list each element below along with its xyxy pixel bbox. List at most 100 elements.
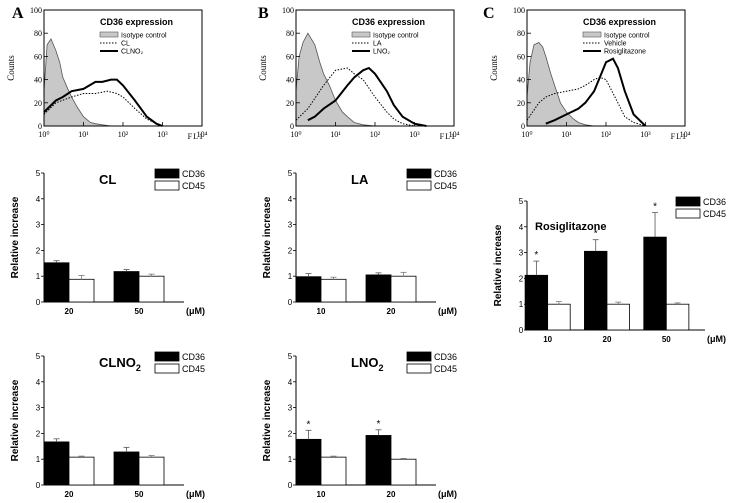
bar-cd36-20 [43,262,70,303]
bar-cd36-10 [295,276,322,303]
significance-star: * [534,250,538,261]
bar-ytick-label: 4 [288,378,293,387]
legend-swatch-cd45 [154,363,180,374]
legend-label: CLNO₂ [121,49,143,56]
bar-cd45-20 [390,458,417,486]
bar-cd45-20 [68,456,95,486]
bar-ytick-label: 5 [288,352,293,361]
bar-ytick-label: 2 [288,246,293,255]
hist-title: CD36 expression [100,17,173,27]
hist-ytick-label: 40 [34,76,42,85]
legend-swatch-cd36 [154,351,180,362]
hist-ytick-label: 0 [38,122,42,131]
panel-label-C: C [483,5,495,22]
bar-cd45-10 [320,456,347,486]
legend-label-cd45: CD45 [703,209,726,219]
bar-cd45-20 [606,303,630,331]
bar-cd36-10 [295,438,322,486]
legend-swatch-cd45 [675,208,701,219]
bar-ytick-label: 5 [36,352,41,361]
legend-swatch-cd36 [154,168,180,179]
hist-xtick-label: 10⁴ [680,130,691,139]
hist-series-line-1 [295,67,415,127]
bar-ytick-label: 0 [36,481,41,490]
hist-xlabel: FL1 [188,132,204,141]
legend-swatch-cd36 [406,351,432,362]
hist-xtick-label: 10⁰ [38,130,49,139]
bar-ytick-label: 0 [519,326,524,335]
legend-swatch-isotype [351,31,371,38]
hist-ytick-label: 20 [517,99,525,108]
bar-ytick-label: 0 [36,298,41,307]
hist-ytick-label: 100 [30,6,42,15]
bar-ytick-label: 3 [36,221,41,230]
hist-ytick-label: 40 [517,76,525,85]
hist-xtick-label: 10¹ [561,130,572,139]
bar-title: LNO2 [351,355,383,373]
hist-ylabel: Counts [6,55,16,81]
bar-title-main: LNO [351,355,378,370]
legend-label: CL [121,41,130,48]
bar-title: LA [351,172,369,187]
bar-ylabel: Relative increase [493,224,504,306]
bar-title-sub: 2 [136,363,141,373]
bar-ylabel: Relative increase [262,379,273,461]
bar-title-main: LA [351,172,369,187]
bar-title-main: CLNO [99,355,136,370]
hist-xtick-label: 10³ [409,130,420,139]
histogram-panel-A: 0 20 40 60 80 100 10⁰ 10¹ 10² 10³ 10⁴ Counts FL1 CD36… [6,6,208,141]
bar-cd36-20 [365,435,392,486]
hist-ylabel: Counts [489,55,499,81]
significance-star: * [653,202,657,213]
bar-ytick-label: 2 [519,274,524,283]
bar-ytick-label: 4 [36,378,41,387]
hist-title: CD36 expression [583,17,656,27]
legend-label-cd36: CD36 [703,197,726,207]
hist-xtick-label: 10⁴ [449,130,460,139]
hist-xtick-label: 10² [601,130,612,139]
hist-xlabel: FL1 [440,132,456,141]
legend-label: Isotype control [373,33,419,40]
bar-cd45-50 [665,303,690,331]
legend-label: Rosiglitazone [604,49,646,56]
panel-label-B: B [258,5,269,22]
bar-ylabel: Relative increase [10,379,21,461]
hist-ytick-label: 0 [521,122,525,131]
bar-title: CL [99,172,116,187]
bar-ytick-label: 2 [288,429,293,438]
bar-ytick-label: 2 [36,246,41,255]
bar-ytick-label: 5 [36,169,41,178]
bar-ylabel: Relative increase [10,196,21,278]
bar-category-label: 20 [65,307,74,316]
hist-xtick-label: 10⁰ [290,130,301,139]
hist-series-line-2 [307,66,427,127]
hist-ytick-label: 60 [286,52,294,61]
legend-swatch-isotype [99,31,119,38]
hist-xtick-label: 10¹ [78,130,89,139]
legend-label-cd36: CD36 [434,169,457,179]
legend-swatch-cd45 [154,180,180,191]
bar-category-label: 20 [387,307,396,316]
hist-xtick-label: 10² [118,130,129,139]
hist-series-isotype-area [43,38,123,127]
significance-star: * [594,229,598,240]
bar-ytick-label: 1 [36,272,41,281]
legend-label-cd36: CD36 [182,352,205,362]
hist-ytick-label: 20 [286,99,294,108]
legend-label: LA [373,41,382,48]
bar-unit-label: (μM) [186,489,205,499]
bar-category-label: 10 [317,490,326,499]
bar-cd45-50 [138,456,165,486]
bar-cd36-20 [365,274,392,303]
hist-xtick-label: 10¹ [330,130,341,139]
significance-star: * [377,419,381,430]
bar-ytick-label: 4 [519,223,524,232]
bar-cd36-20 [584,250,608,331]
bar-unit-label: (μM) [707,334,726,344]
bar-ytick-label: 5 [519,197,524,206]
bar-category-label: 20 [387,490,396,499]
hist-ylabel: Counts [258,55,268,81]
